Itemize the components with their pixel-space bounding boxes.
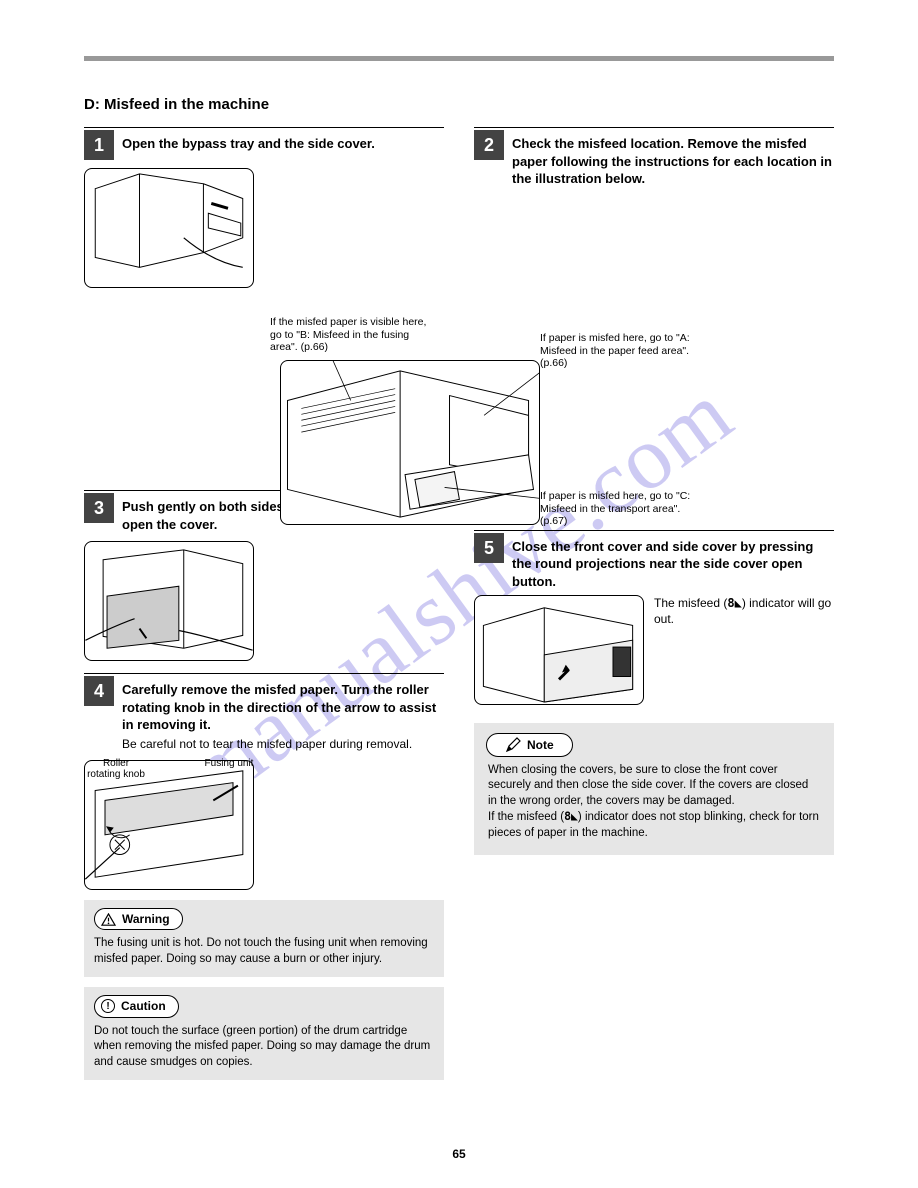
illustration-front-cover (84, 541, 254, 661)
step-4: 4 Carefully remove the misfed paper. Tur… (84, 673, 444, 1080)
illustration-misfeed-locations: B A C (280, 360, 540, 525)
step-5: 5 Close the front cover and side cover b… (474, 530, 834, 855)
note-box: Note When closing the covers, be sure to… (474, 723, 834, 856)
step-text: Check the misfeed location. Remove the m… (512, 130, 834, 188)
divider (84, 673, 444, 674)
step-1: 1 Open the bypass tray and the side cove… (84, 127, 444, 288)
note-label: Note (527, 737, 554, 753)
step-2: 2 Check the misfeed location. Remove the… (474, 127, 834, 188)
caution-label: Caution (121, 998, 166, 1014)
step-number: 2 (474, 130, 504, 160)
warning-label: Warning (122, 911, 170, 927)
diagram-label-C: If paper is misfed here, go to "C: Misfe… (540, 490, 710, 528)
diagram-label-A: If paper is misfed here, go to "A: Misfe… (540, 332, 710, 370)
illustration-close-cover (474, 595, 644, 705)
column-right: 2 Check the misfeed location. Remove the… (474, 127, 834, 1092)
illustration-open-side (84, 168, 254, 288)
label-A-text: If paper is misfed here, go to "A: Misfe… (540, 332, 690, 369)
warning-box: Warning The fusing unit is hot. Do not t… (84, 900, 444, 977)
step-text: Close the front cover and side cover by … (512, 533, 834, 591)
step-text: Carefully remove the misfed paper. Turn … (122, 676, 444, 752)
note-icon (505, 737, 521, 753)
caution-pill: ! Caution (94, 995, 179, 1017)
step-number: 1 (84, 130, 114, 160)
step-number: 4 (84, 676, 114, 706)
column-left: 1 Open the bypass tray and the side cove… (84, 127, 444, 1092)
caution-icon: ! (101, 999, 115, 1013)
step-number: 3 (84, 493, 114, 523)
label-C-text: If paper is misfed here, go to "C: Misfe… (540, 490, 690, 527)
diagram-label-B: If the misfed paper is visible here, go … (270, 316, 430, 354)
center-diagram-wrap: If the misfed paper is visible here, go … (280, 360, 710, 525)
result-pre: The misfeed ( (654, 596, 727, 610)
result-text: The misfeed (8◣) indicator will go out. (654, 591, 834, 627)
step-text: Open the bypass tray and the side cover. (122, 130, 375, 153)
step-number: 5 (474, 533, 504, 563)
label-B-text: If the misfed paper is visible here, go … (270, 316, 426, 353)
two-column-layout: 1 Open the bypass tray and the side cove… (84, 127, 834, 1092)
note-pill: Note (486, 733, 573, 757)
caution-box: ! Caution Do not touch the surface (gree… (84, 987, 444, 1080)
step-4-sub: Be careful not to tear the misfed paper … (122, 736, 444, 752)
misfeed-glyph: 8◣ (727, 595, 741, 611)
warning-pill: Warning (94, 908, 183, 930)
page-number: 65 (0, 1146, 918, 1162)
step-4-main: Carefully remove the misfed paper. Turn … (122, 682, 436, 732)
caution-body: Do not touch the surface (green portion)… (94, 1024, 434, 1071)
note-body: When closing the covers, be sure to clos… (486, 763, 822, 842)
chapter-number: 6 (890, 64, 898, 83)
illustration-roller (84, 760, 254, 890)
warning-icon (101, 913, 116, 926)
divider (474, 530, 834, 531)
misfeed-glyph: 8◣ (564, 809, 578, 825)
section-title: D: Misfeed in the machine (84, 95, 834, 115)
side-tab (878, 56, 902, 396)
divider (474, 127, 834, 128)
divider (84, 127, 444, 128)
warning-body: The fusing unit is hot. Do not touch the… (94, 936, 434, 967)
header-rule (84, 56, 834, 61)
page-content: D: Misfeed in the machine 1 Open the byp… (84, 56, 834, 1092)
